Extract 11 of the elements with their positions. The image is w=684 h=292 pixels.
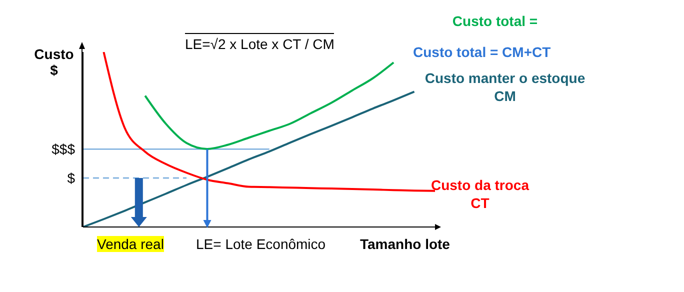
series-label: Custo manter o estoque CM xyxy=(424,69,586,105)
x-axis-title: Tamanho lote xyxy=(360,236,450,252)
y-axis-title: Custo $ xyxy=(33,46,75,78)
text: LE= Lote Econômico xyxy=(196,236,326,252)
annotation: Custo total = CM+CT xyxy=(413,44,551,60)
ref-line-label: $ xyxy=(67,170,76,186)
text: Custo total = xyxy=(451,12,539,30)
text: Venda real xyxy=(97,236,164,252)
series-label: Custo da troca CT xyxy=(430,176,530,212)
ref-line-label: $$$ xyxy=(52,141,76,158)
annotation: LE=√2 x Lote x CT / CM xyxy=(185,33,334,52)
